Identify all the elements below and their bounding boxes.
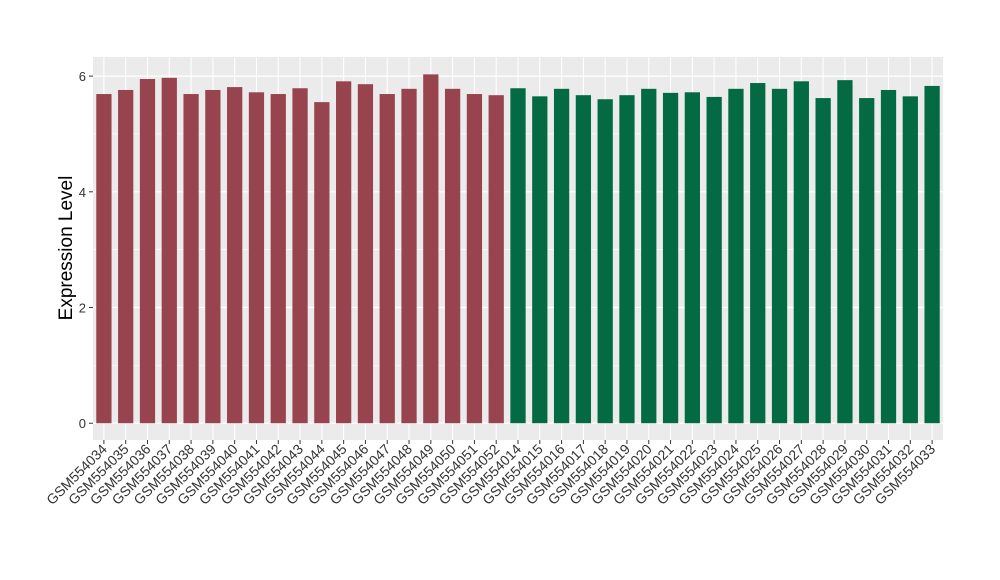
bar <box>96 94 112 424</box>
bar <box>379 94 395 424</box>
bar <box>662 92 679 424</box>
bar <box>488 95 504 424</box>
bar <box>750 83 766 424</box>
bar <box>575 95 592 424</box>
bar <box>248 92 265 424</box>
bar <box>314 102 330 424</box>
bar <box>553 88 570 424</box>
bar <box>859 98 875 424</box>
bar <box>139 78 156 424</box>
bar <box>161 77 177 424</box>
y-tick-label: 0 <box>79 416 86 431</box>
bar <box>706 96 722 424</box>
bar <box>771 88 788 424</box>
bar <box>902 96 918 424</box>
bar <box>728 88 744 424</box>
bar <box>793 81 809 424</box>
bar <box>336 81 352 424</box>
bar <box>423 74 439 424</box>
bar <box>444 88 461 424</box>
bar <box>357 84 374 424</box>
bar <box>466 94 483 424</box>
y-tick-label: 6 <box>79 69 86 84</box>
bar <box>118 89 134 424</box>
bar <box>837 80 853 424</box>
y-axis-title: Expression Level <box>56 176 77 321</box>
bar <box>619 95 635 424</box>
bar <box>401 88 417 424</box>
y-tick-label: 2 <box>79 301 86 316</box>
bar <box>227 87 243 424</box>
bar <box>815 98 831 424</box>
bar <box>270 94 286 424</box>
bar <box>532 96 548 424</box>
bar <box>183 94 199 424</box>
bar <box>292 88 308 424</box>
bar <box>880 89 897 424</box>
bar <box>684 92 700 424</box>
bar <box>597 99 613 424</box>
bar <box>924 85 940 424</box>
y-tick-label: 4 <box>79 185 86 200</box>
bar <box>641 88 657 424</box>
bar <box>205 89 221 424</box>
bar <box>510 88 526 424</box>
